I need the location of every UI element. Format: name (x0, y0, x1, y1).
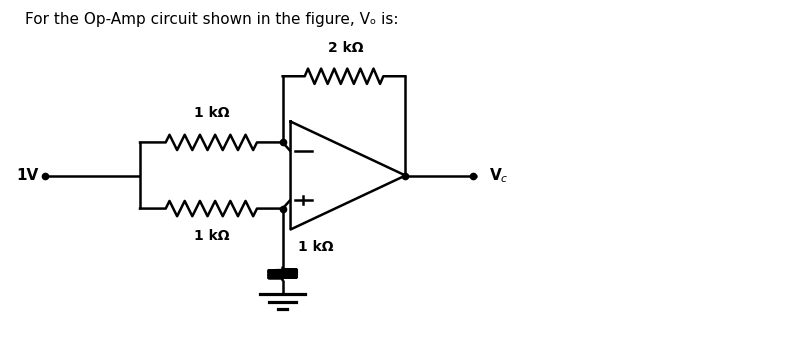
Text: 2 kΩ: 2 kΩ (328, 41, 364, 55)
Text: V$_c$: V$_c$ (489, 166, 508, 185)
Text: 1 kΩ: 1 kΩ (193, 230, 229, 244)
Text: For the Op-Amp circuit shown in the figure, Vₒ is:: For the Op-Amp circuit shown in the figu… (25, 12, 398, 27)
Text: 1V: 1V (17, 168, 39, 183)
Text: 1 kΩ: 1 kΩ (298, 240, 334, 254)
Text: 1 kΩ: 1 kΩ (193, 106, 229, 120)
